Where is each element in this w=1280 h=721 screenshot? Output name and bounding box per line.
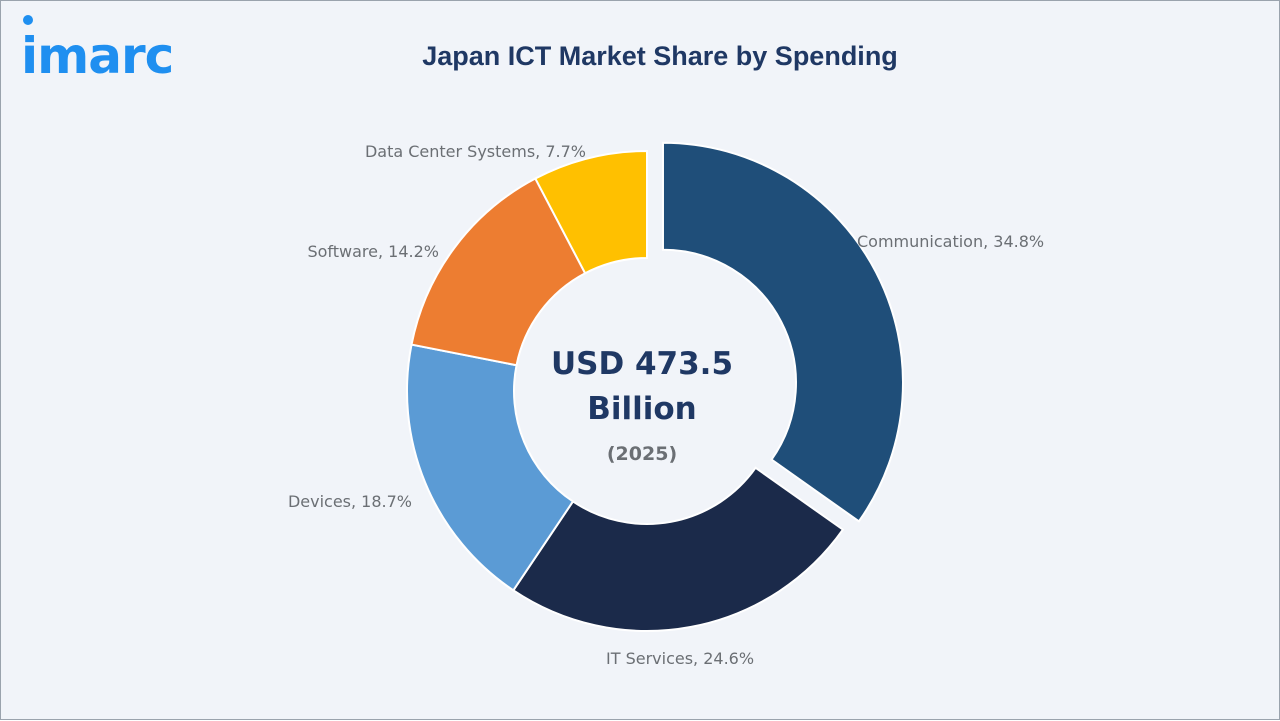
slice-communication bbox=[661, 141, 904, 523]
logo-dot bbox=[23, 15, 33, 25]
slice-label-data-center-systems: Data Center Systems, 7.7% bbox=[365, 142, 586, 161]
slice-label-communication: Communication, 34.8% bbox=[857, 232, 1044, 251]
imarc-logo: imarc bbox=[21, 15, 174, 85]
slice-label-software: Software, 14.2% bbox=[307, 242, 439, 261]
slice-labels: Communication, 34.8% IT Services, 24.6% De… bbox=[288, 142, 1044, 668]
slice-it-services bbox=[511, 466, 845, 632]
slice-devices bbox=[406, 343, 575, 592]
logo-wordmark: imarc bbox=[21, 27, 173, 85]
donut-center: USD 473.5 Billion (2025) bbox=[551, 346, 733, 465]
donut-slices bbox=[406, 141, 904, 632]
chart-title: Japan ICT Market Share by Spending bbox=[422, 41, 898, 71]
slice-label-devices: Devices, 18.7% bbox=[288, 492, 412, 511]
center-value-line1: USD 473.5 bbox=[551, 346, 733, 382]
slice-data-center-systems bbox=[534, 149, 648, 275]
slice-label-it-services: IT Services, 24.6% bbox=[606, 649, 754, 668]
center-value-line2: Billion bbox=[587, 391, 697, 427]
center-year: (2025) bbox=[607, 443, 677, 465]
